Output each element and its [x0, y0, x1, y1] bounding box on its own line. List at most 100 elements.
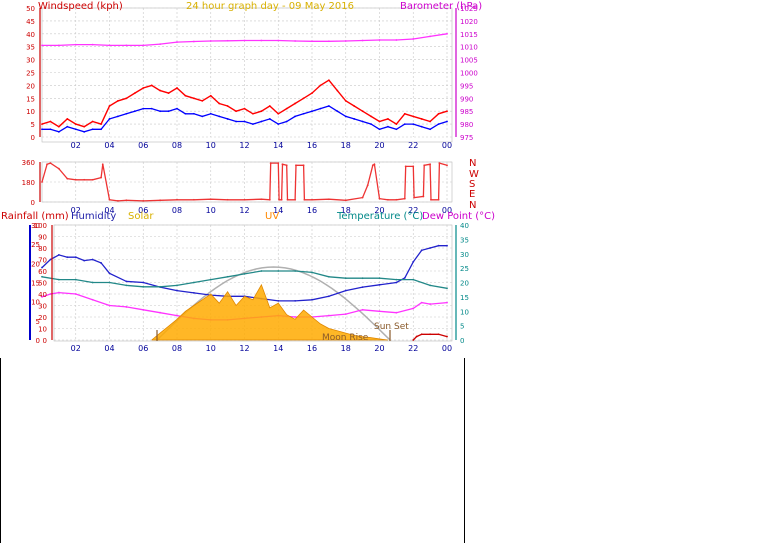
- y-left-tick-label: 80: [38, 245, 47, 253]
- series-point: [125, 306, 128, 308]
- series-point: [395, 311, 398, 314]
- series-point: [184, 94, 187, 97]
- series-point: [403, 197, 406, 200]
- y-left-tick-label: 0: [43, 337, 47, 345]
- series-point: [412, 260, 415, 263]
- x-tick-label: 06: [138, 141, 148, 150]
- x-tick-label: 16: [307, 141, 317, 150]
- y-right-tick-label: 990: [460, 95, 473, 103]
- series-point: [74, 278, 77, 281]
- series-point: [311, 92, 313, 95]
- series-point: [167, 110, 170, 113]
- series-point: [91, 281, 94, 284]
- series-point: [260, 120, 263, 123]
- y-right-tick-label: 1010: [460, 44, 478, 52]
- x-tick-label: 16: [307, 206, 317, 215]
- y-left-tick-label: 40: [26, 31, 35, 39]
- series-point: [57, 44, 60, 47]
- series-point: [125, 44, 128, 47]
- series-point: [226, 39, 229, 42]
- series-point: [226, 198, 229, 201]
- series-point: [429, 120, 432, 123]
- x-tick-label: 08: [172, 206, 182, 215]
- series-point: [285, 120, 288, 123]
- series-point: [294, 270, 297, 272]
- uv-axis-title: UV: [265, 211, 279, 222]
- x-tick-label: 02: [71, 141, 81, 150]
- humidity-axis-title: Humidity: [71, 211, 116, 222]
- x-tick-label: 08: [172, 141, 182, 150]
- series-point: [278, 198, 280, 201]
- x-tick-label: 08: [172, 344, 182, 353]
- series-point: [125, 284, 128, 287]
- series-point: [371, 164, 374, 167]
- series-point: [192, 291, 195, 294]
- series-point: [446, 120, 448, 123]
- series-point: [159, 285, 162, 288]
- series-point: [327, 275, 330, 278]
- series-point: [83, 178, 86, 181]
- series-point: [395, 128, 398, 131]
- series-point: [57, 278, 60, 281]
- series-point: [429, 333, 432, 336]
- series-point: [412, 307, 415, 310]
- y-left-tick-label: 70: [38, 257, 47, 265]
- y-left2-tick-label: 25: [31, 241, 40, 249]
- series-point: [108, 118, 111, 120]
- y-left-tick-label: 90: [38, 234, 47, 242]
- series-point: [413, 196, 415, 199]
- series-point: [378, 39, 381, 41]
- series-point: [378, 197, 381, 200]
- y-left-tick-label: 40: [38, 291, 47, 299]
- x-tick-label: 18: [341, 344, 351, 353]
- series-point: [41, 123, 43, 125]
- series-point: [268, 118, 271, 120]
- series-point: [412, 339, 415, 341]
- series-point: [142, 107, 145, 110]
- series-point: [159, 110, 162, 113]
- series-point: [277, 39, 280, 42]
- series-point: [277, 270, 280, 272]
- series-point: [277, 123, 280, 125]
- x-tick-label: 00: [442, 206, 452, 215]
- series-point: [294, 198, 297, 201]
- y-left-tick-label: 30: [38, 303, 47, 311]
- series-point: [294, 40, 297, 42]
- series-point: [252, 112, 254, 115]
- series-point: [46, 163, 48, 166]
- series-point: [91, 128, 94, 131]
- series-point: [209, 278, 212, 281]
- series-point: [429, 35, 432, 38]
- wind-panel: 02 04 06 08 10 12 14 16 18 20 22 000510152025303540…: [26, 1, 482, 150]
- x-tick-label: 20: [374, 206, 384, 215]
- y-left2-tick-label: 20: [31, 260, 40, 268]
- series-point: [66, 177, 69, 180]
- series-point: [66, 118, 69, 120]
- series-point: [294, 102, 297, 105]
- series-point: [260, 110, 263, 113]
- series-point: [192, 97, 195, 100]
- series-point: [378, 310, 381, 313]
- series-point: [209, 112, 212, 115]
- series-point: [412, 123, 415, 125]
- series-point: [311, 198, 313, 201]
- series-point: [437, 123, 440, 125]
- series-point: [100, 176, 102, 179]
- series-point: [91, 298, 94, 301]
- series-point: [420, 333, 423, 336]
- sun-path-arc: [156, 266, 391, 341]
- y-left2-tick-label: 0: [36, 337, 40, 345]
- y-right-tick-label: 1020: [460, 18, 478, 26]
- series-point: [429, 303, 432, 305]
- temperature-axis-title: Temperature (°C): [336, 211, 423, 222]
- series-point: [201, 99, 204, 102]
- series-point: [252, 123, 254, 125]
- series-point: [378, 128, 381, 131]
- series-point: [150, 84, 153, 87]
- x-tick-label: 20: [374, 344, 384, 353]
- series-point: [66, 125, 69, 128]
- x-tick-label: 22: [408, 141, 418, 150]
- series-point: [101, 163, 104, 166]
- y-left-tick-label: 20: [38, 314, 47, 322]
